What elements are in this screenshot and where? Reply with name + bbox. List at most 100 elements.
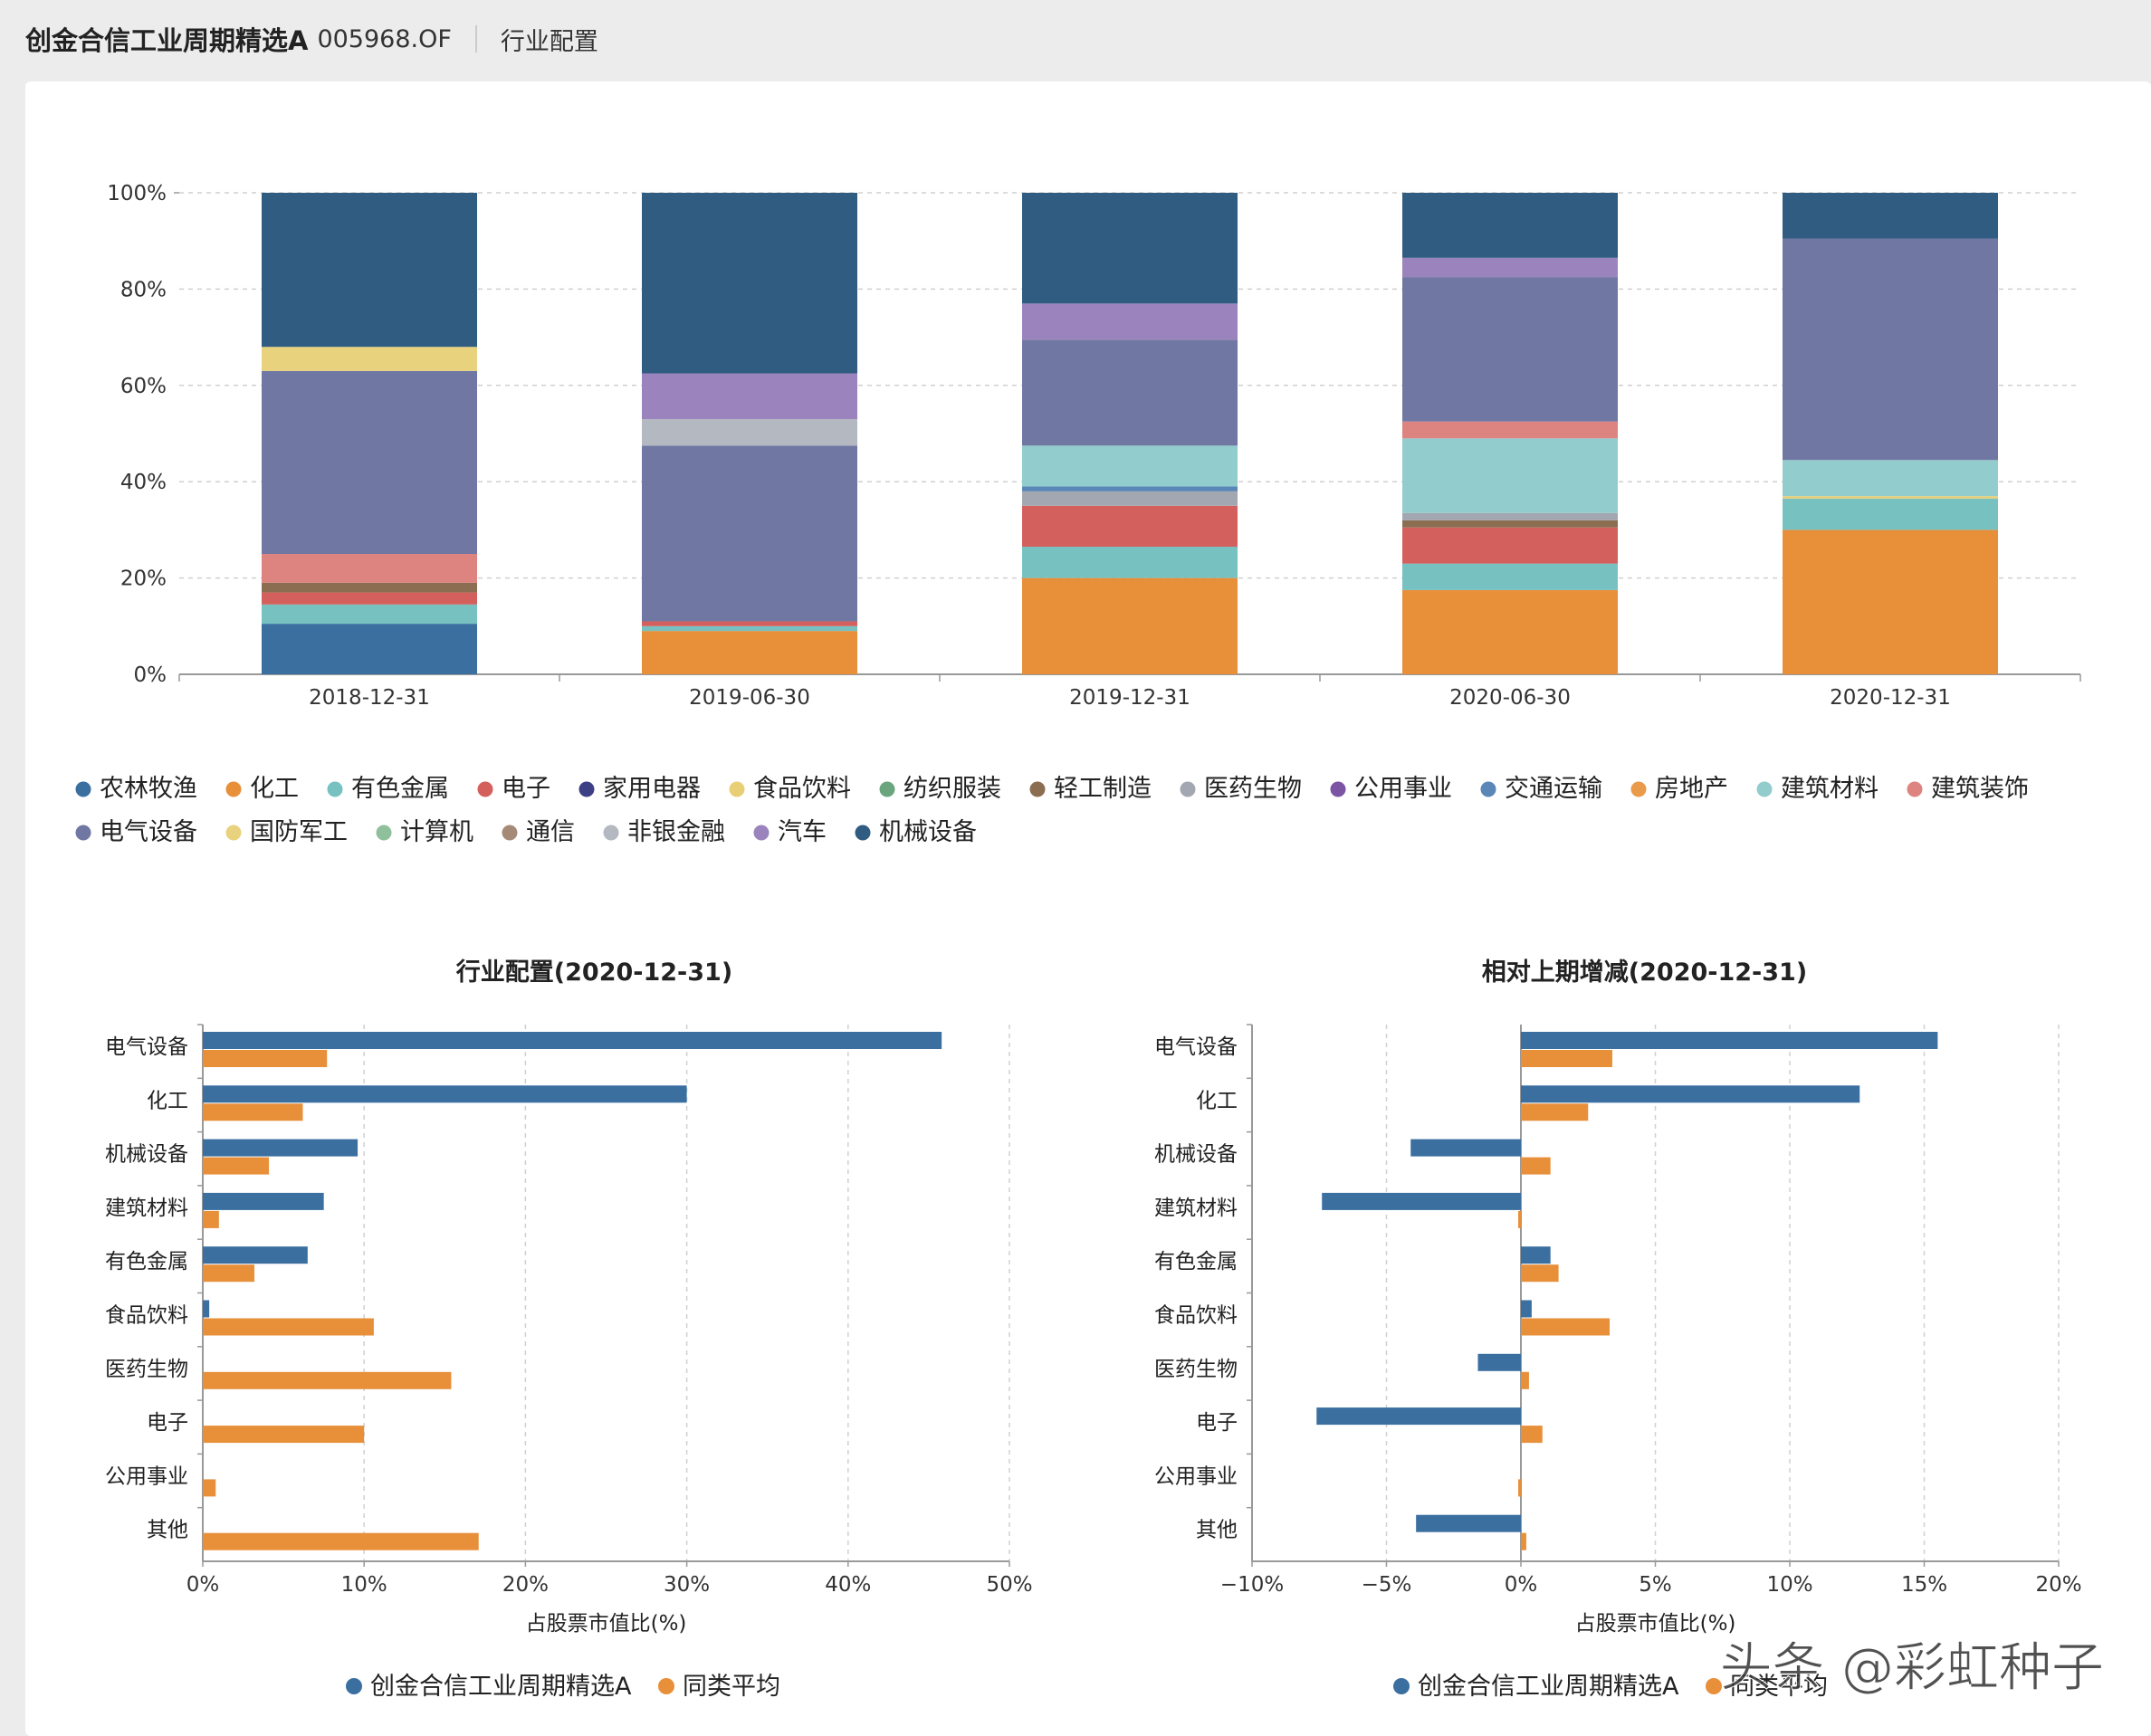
stacked-bar-segment: [1402, 193, 1618, 258]
bar: [203, 1532, 479, 1550]
stacked-bar-segment: [1022, 491, 1238, 506]
bar: [1521, 1318, 1611, 1336]
category-label: 化工: [147, 1089, 188, 1112]
legend-label: 轻工制造: [1054, 775, 1152, 803]
bar: [203, 1371, 452, 1389]
bar: [1521, 1085, 1860, 1103]
category-label: 有色金属: [105, 1250, 188, 1273]
stacked-bar-segment: [1022, 486, 1238, 491]
bar: [1518, 1479, 1521, 1497]
stacked-x-tick-label: 2019-06-30: [689, 686, 810, 710]
category-label: 建筑材料: [1154, 1197, 1238, 1220]
legend-marker: [1756, 781, 1773, 797]
bar: [203, 1264, 255, 1283]
bar: [1416, 1514, 1521, 1532]
legend-marker: [879, 781, 895, 797]
legend-marker: [376, 825, 392, 841]
x-tick-label: 0%: [186, 1573, 220, 1597]
bar: [1521, 1300, 1532, 1318]
stacked-y-tick-label: 20%: [120, 568, 167, 591]
legend-marker: [578, 781, 595, 797]
legend: 创金合信工业周期精选A 同类平均: [1393, 1673, 1828, 1701]
stacked-bar-segment: [1402, 512, 1618, 520]
stacked-bar-segment: [262, 554, 477, 583]
category-label: 机械设备: [1154, 1143, 1238, 1167]
fund-code: 005968.OF: [317, 24, 452, 53]
stacked-y-tick-label: 0%: [134, 663, 167, 687]
legend-marker: [1393, 1678, 1410, 1694]
stacked-bar-segment: [642, 373, 857, 420]
category-label: 公用事业: [105, 1464, 188, 1488]
chart-title: 行业配置(2020-12-31): [455, 958, 732, 987]
stacked-bar-segment: [262, 624, 477, 674]
bar: [1521, 1532, 1526, 1550]
stacked-bar-segment: [262, 347, 477, 371]
legend-marker: [225, 781, 242, 797]
bar: [1521, 1103, 1589, 1121]
legend-marker: [1480, 781, 1496, 797]
category-label: 电子: [1196, 1411, 1238, 1435]
stacked-bar-segment: [1022, 339, 1238, 446]
stacked-bar-segment: [262, 582, 477, 593]
stacked-bar-segment: [1783, 498, 1998, 530]
stacked-bar-segment: [1402, 563, 1618, 590]
bar: [203, 1426, 365, 1444]
legend-label: 汽车: [778, 818, 827, 846]
bar: [203, 1103, 303, 1121]
legend-label: 通信: [526, 818, 575, 846]
legend-marker: [346, 1678, 362, 1694]
x-tick-label: 5%: [1639, 1573, 1672, 1597]
legend-label: 创金合信工业周期精选A: [370, 1673, 632, 1701]
category-label: 医药生物: [105, 1358, 188, 1381]
stacked-bar-segment: [642, 445, 857, 622]
legend-label: 机械设备: [879, 818, 977, 846]
bar: [203, 1085, 687, 1103]
legend-marker: [327, 781, 343, 797]
legend-label: 建筑装饰: [1931, 775, 2029, 803]
legend-label: 计算机: [400, 818, 473, 846]
legend-label: 农林牧渔: [100, 775, 197, 803]
bar: [203, 1479, 216, 1497]
x-tick-label: 30%: [664, 1573, 710, 1597]
stacked-x-tick-label: 2020-12-31: [1830, 686, 1951, 710]
chart-card: 0% 20% 40% 60% 80% 100% 2018-12-31 2019-06-30 20…: [25, 81, 2151, 1736]
x-tick-label: 20%: [502, 1573, 549, 1597]
bar: [203, 1139, 358, 1157]
stacked-legend: 农林牧渔 化工 有色金属 电子 家用电器 食品饮料 纺织服装 轻工制造 医药生物 公用事业 交通运输…: [75, 775, 2029, 846]
bar: [203, 1050, 328, 1067]
stacked-bar-segment: [1402, 438, 1618, 513]
legend-label: 医药生物: [1204, 775, 1302, 803]
stacked-bar-segment: [262, 370, 477, 554]
x-tick-label: 50%: [986, 1573, 1032, 1597]
stacked-y-tick-label: 80%: [120, 278, 167, 301]
category-label: 机械设备: [105, 1143, 188, 1167]
legend-label: 非银金融: [627, 818, 725, 846]
bar: [1521, 1371, 1529, 1389]
x-tick-label: −5%: [1362, 1573, 1412, 1597]
legend-label: 电子: [502, 775, 550, 803]
legend-label: 国防军工: [250, 818, 348, 846]
legend-label: 食品饮料: [753, 775, 851, 803]
legend-marker: [75, 825, 91, 841]
legend-label: 交通运输: [1505, 775, 1602, 803]
legend-marker: [1907, 781, 1923, 797]
stacked-x-tick-label: 2020-06-30: [1449, 686, 1571, 710]
x-tick-label: 10%: [1766, 1573, 1812, 1597]
legend-marker: [75, 781, 91, 797]
legend: 创金合信工业周期精选A 同类平均: [346, 1673, 780, 1701]
stacked-y-tick-label: 40%: [120, 471, 167, 494]
bar: [1521, 1157, 1551, 1175]
legend-marker: [753, 825, 770, 841]
x-axis-label: 占股票市值比(%): [526, 1612, 687, 1636]
stacked-bar-segment: [1402, 421, 1618, 439]
stacked-bar-segment: [642, 193, 857, 374]
stacked-bar-segment: [642, 631, 857, 674]
category-label: 公用事业: [1154, 1464, 1238, 1488]
legend-label: 创金合信工业周期精选A: [1418, 1673, 1679, 1701]
allocation-chart: 行业配置(2020-12-31) 0% 10% 20% 30% 40% 50% 电气设备化工机…: [105, 958, 1033, 1701]
stacked-bar-segment: [1022, 303, 1238, 340]
legend-label: 家用电器: [603, 775, 701, 803]
stacked-bar-segment: [642, 621, 857, 626]
legend-marker: [1330, 781, 1346, 797]
stacked-bar-segment: [642, 625, 857, 632]
